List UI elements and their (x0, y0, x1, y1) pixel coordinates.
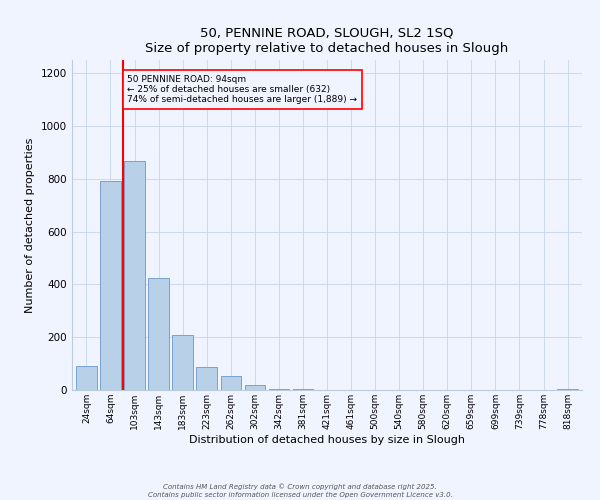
Bar (221, 376, 241, 390)
Bar (269, 388, 289, 390)
Bar (148, 278, 169, 390)
Text: Contains HM Land Registry data © Crown copyright and database right 2025.
Contai: Contains HM Land Registry data © Crown c… (148, 484, 452, 498)
Text: 50 PENNINE ROAD: 94sqm
← 25% of detached houses are smaller (632)
74% of semi-de: 50 PENNINE ROAD: 94sqm ← 25% of detached… (127, 74, 358, 104)
Bar (172, 334, 193, 390)
Bar (196, 367, 217, 390)
Bar (100, 180, 121, 390)
Y-axis label: Number of detached properties: Number of detached properties (25, 138, 35, 312)
X-axis label: Distribution of detached houses by size in Slough: Distribution of detached houses by size … (189, 434, 465, 444)
Bar (245, 384, 265, 390)
Bar (76, 366, 97, 390)
Bar (124, 161, 145, 390)
Title: 50, PENNINE ROAD, SLOUGH, SL2 1SQ
Size of property relative to detached houses i: 50, PENNINE ROAD, SLOUGH, SL2 1SQ Size o… (145, 26, 509, 54)
